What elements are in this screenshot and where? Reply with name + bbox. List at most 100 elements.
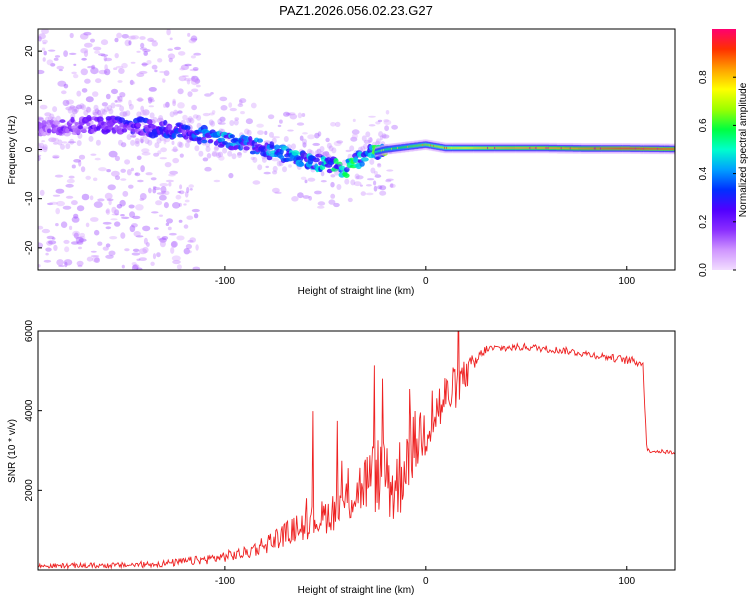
heatmap-cell-1088: [354, 173, 360, 180]
heatmap-cell-204: [186, 186, 190, 194]
heatmap-cell-67: [143, 237, 148, 245]
heatmap-cell-497: [351, 133, 358, 139]
heatmap-cell-246: [168, 173, 176, 177]
heatmap-cell-713: [128, 103, 134, 110]
heatmap-cell-58: [41, 29, 49, 35]
heatmap-cell-311: [92, 256, 100, 263]
spectrogram-y-tick-label-3: 10: [24, 94, 35, 106]
heatmap-cell-5: [93, 46, 102, 51]
heatmap-cell-424: [333, 140, 342, 147]
heatmap-cell-192: [44, 112, 52, 117]
heatmap-cell-500: [218, 122, 226, 125]
heatmap-cell-312: [128, 204, 135, 209]
heatmap-cell-113: [71, 200, 78, 206]
figure-title: PAZ1.2026.056.02.23.G27: [279, 3, 433, 18]
heatmap-cell-268: [141, 151, 151, 156]
heatmap-cell-427: [256, 123, 264, 128]
heatmap-cell-256: [135, 235, 144, 238]
heatmap-cell-329: [191, 75, 195, 82]
heatmap-cell-334: [42, 57, 46, 62]
heatmap-cell-182: [132, 248, 140, 252]
heatmap-cell-237: [138, 248, 148, 255]
heatmap-cell-335: [94, 229, 100, 236]
heatmap-cell-371: [172, 202, 181, 209]
heatmap-cell-1049: [331, 147, 337, 154]
heatmap-cell-136: [186, 215, 194, 220]
heatmap-cell-556: [363, 139, 371, 144]
heatmap-cell-304: [177, 191, 181, 193]
colorbar-label: Normalized spectral amplitude: [738, 82, 749, 217]
snr-y-axis-label: SNR (10 * v/v): [7, 419, 18, 483]
heatmap-cell-1099: [359, 161, 365, 167]
heatmap-cell-244: [174, 46, 181, 51]
heatmap-cell-242: [117, 95, 123, 102]
heatmap-cell-959: [276, 160, 282, 167]
heatmap-cell-170: [71, 108, 78, 115]
heatmap-cell-510: [288, 112, 296, 116]
heatmap-cell-202: [130, 81, 136, 85]
heatmap-cell-1079: [349, 145, 355, 152]
heatmap-cell-496: [307, 177, 316, 182]
heatmap-cell-821: [194, 145, 200, 152]
heatmap-cell-107: [169, 232, 177, 236]
heatmap-cell-806: [184, 142, 190, 148]
snr-y-tick-label-2: 6000: [24, 319, 35, 342]
snr-panel: -100 0 100 2000 4000 6000 Height of straight …: [7, 319, 676, 596]
heatmap-cell-466: [365, 192, 374, 196]
heatmap-cell-95: [78, 159, 82, 167]
heatmap-cell-112: [65, 183, 74, 188]
heatmap-cell-455: [219, 96, 228, 102]
heatmap-cell-236: [146, 242, 150, 247]
heatmap-cell-193: [182, 114, 188, 121]
heatmap-cell-887: [233, 119, 239, 126]
heatmap-cell-272: [102, 221, 112, 225]
heatmap-cell-131: [104, 64, 108, 71]
heatmap-cell-782: [169, 111, 175, 118]
heatmap-cell-408: [50, 63, 56, 67]
heatmap-cell-197: [120, 142, 127, 148]
heatmap-cell-4: [52, 154, 60, 159]
spectrogram-x-tick-label-1: 0: [423, 276, 429, 287]
heatmap-cell-547: [204, 166, 212, 172]
heatmap-cell-325: [130, 35, 140, 40]
heatmap-cell-101: [55, 188, 65, 194]
heatmap-cell-254: [38, 225, 44, 230]
heatmap-cell-491: [291, 196, 299, 202]
heatmap-cell-258: [56, 259, 64, 266]
heatmap-cell-305: [83, 31, 92, 36]
heatmap-cell-512: [307, 134, 315, 140]
heatmap-cell-225: [80, 48, 89, 54]
heatmap-cell-248: [64, 261, 68, 268]
colorbar-tick-label-4: 0.8: [698, 70, 709, 84]
heatmap-cell-388: [195, 244, 199, 251]
heatmap-cell-194: [66, 178, 75, 184]
heatmap-cell-208: [53, 244, 58, 251]
heatmap-cell-178: [73, 63, 77, 66]
heatmap-cell-946: [266, 155, 273, 161]
heatmap-cell-755: [154, 142, 160, 149]
heatmap-cell-526: [382, 134, 390, 139]
heatmap-cell-100: [131, 262, 137, 266]
heatmap-cell-53: [90, 153, 97, 156]
heatmap-cell-365: [154, 69, 158, 73]
heatmap-cell-470: [228, 172, 234, 179]
heatmap-cell-52: [159, 214, 163, 217]
heatmap-cell-525: [367, 178, 375, 181]
heatmap-cell-167: [69, 225, 73, 230]
heatmap-cell-309: [54, 55, 61, 58]
heatmap-cell-479: [333, 202, 340, 208]
heatmap-cell-968: [282, 166, 287, 173]
heatmap-cell-625: [74, 122, 79, 126]
heatmap-cell-451: [210, 92, 214, 95]
heatmap-cell-55: [160, 147, 168, 153]
heatmap-cell-212: [142, 246, 149, 254]
heatmap-cell-360: [135, 204, 144, 211]
heatmap-cell-343: [39, 104, 48, 110]
heatmap-cell-277: [114, 100, 118, 103]
heatmap-cell-97: [42, 42, 47, 45]
heatmap-cell-324: [186, 79, 191, 85]
heatmap-cell-1094: [358, 146, 363, 153]
heatmap-cell-126: [156, 252, 161, 258]
heatmap-cell-48: [80, 68, 89, 76]
